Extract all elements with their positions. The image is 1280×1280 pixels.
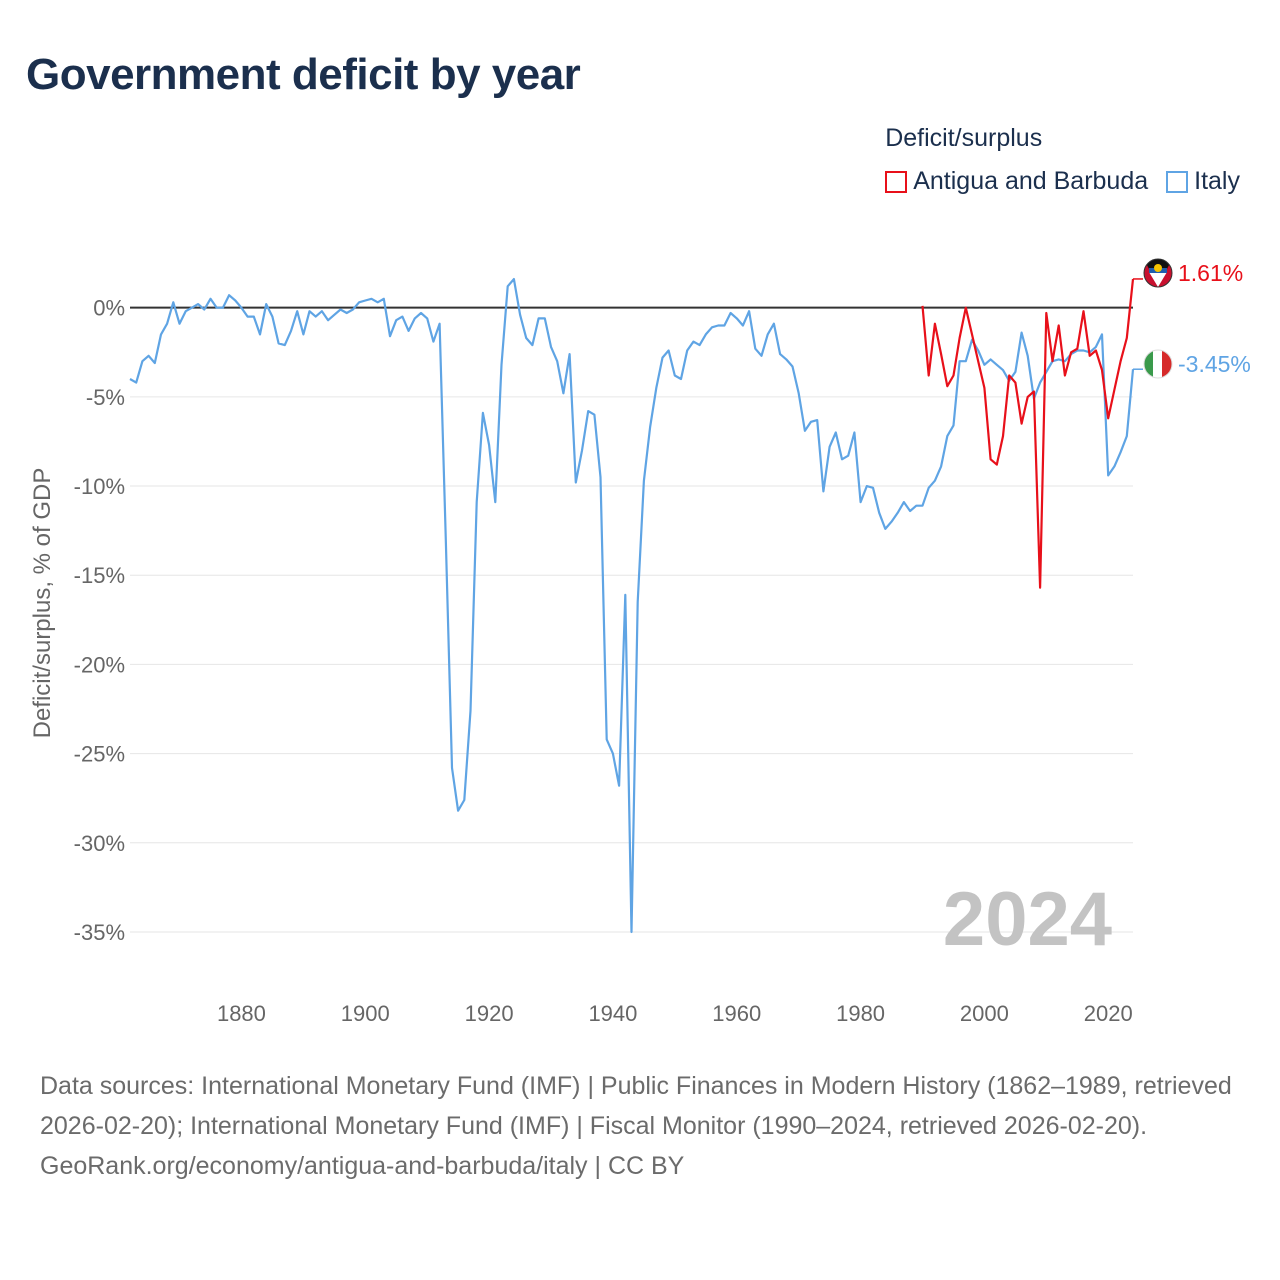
series-line-antigua-and-barbuda [921, 278, 1135, 589]
antigua-end-label: 1.61% [1178, 260, 1243, 286]
x-tick-label: 1980 [836, 1001, 885, 1026]
legend-title: Deficit/surplus [885, 124, 1043, 152]
line-chart: 0% -5% -10% -15% -20% -25% -30% -35% 1880 1900 19… [29, 258, 1251, 1026]
legend-swatch-antigua [885, 170, 908, 193]
x-tick-label: 1920 [465, 1001, 514, 1026]
x-tick-label: 1880 [217, 1001, 266, 1026]
data-sources: Data sources: International Monetary Fun… [40, 1072, 1232, 1140]
y-tick-label: 0% [93, 296, 125, 321]
y-tick-label: -25% [74, 742, 125, 767]
year-label: 2024 [943, 877, 1112, 962]
y-tick-label: -10% [74, 474, 125, 499]
series-lines [129, 278, 1143, 934]
x-tick-labels: 1880 1900 1920 1940 1960 1980 2000 2020 [217, 1001, 1133, 1026]
italy-flag-icon [1143, 349, 1173, 379]
legend-label-antigua: Antigua and Barbuda [913, 167, 1149, 195]
legend-label-italy: Italy [1194, 167, 1240, 195]
footer: Data sources: International Monetary Fun… [40, 1066, 1240, 1186]
x-tick-label: 1900 [341, 1001, 390, 1026]
credit-link[interactable]: GeoRank.org/economy/antigua-and-barbuda/… [40, 1152, 685, 1180]
y-tick-label: -5% [86, 385, 125, 410]
x-tick-label: 1940 [588, 1001, 637, 1026]
italy-end-label: -3.45% [1178, 351, 1251, 377]
legend: Deficit/surplus Antigua and Barbuda Ital… [885, 124, 1240, 196]
y-tick-labels: 0% -5% -10% -15% -20% -25% -30% -35% [74, 296, 125, 945]
y-axis-label: Deficit/surplus, % of GDP [29, 468, 56, 739]
y-tick-label: -30% [74, 831, 125, 856]
legend-swatch-italy [1166, 170, 1189, 193]
antigua-flag-icon [1143, 258, 1173, 288]
page-title: Government deficit by year [26, 50, 581, 99]
x-tick-label: 1960 [712, 1001, 761, 1026]
x-tick-label: 2000 [960, 1001, 1009, 1026]
y-tick-label: -15% [74, 563, 125, 588]
legend-item-antigua[interactable]: Antigua and Barbuda [885, 167, 1148, 196]
legend-item-italy[interactable]: Italy [1166, 167, 1240, 196]
y-tick-label: -35% [74, 920, 125, 945]
grid-lines [130, 306, 1133, 933]
series-line-italy [129, 278, 1135, 934]
x-tick-label: 2020 [1084, 1001, 1133, 1026]
y-tick-label: -20% [74, 652, 125, 677]
